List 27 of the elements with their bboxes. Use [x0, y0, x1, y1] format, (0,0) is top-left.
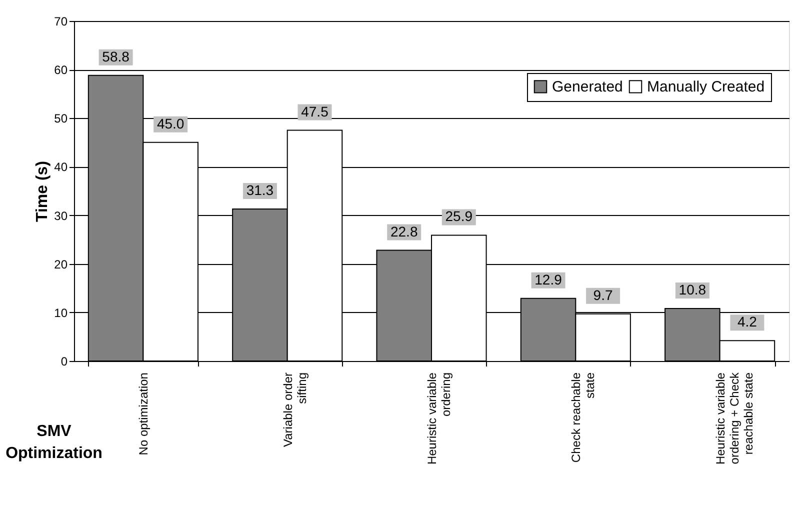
- text: 25.9: [445, 208, 473, 224]
- x-tick-label: Check reachable state: [569, 372, 598, 463]
- text: 10.8: [678, 282, 706, 298]
- text: 9.7: [593, 286, 613, 303]
- y-tick-label: 0: [60, 354, 68, 368]
- text: 58.8: [102, 48, 130, 64]
- y-tick-label: 30: [54, 208, 68, 223]
- x-tick-label: Variable order sifting: [280, 372, 309, 447]
- legend-label: Generated: [552, 78, 623, 96]
- legend-label: Manually Created: [647, 78, 765, 96]
- x-tick-label: No optimization: [136, 372, 151, 456]
- x-tick-label: Heuristic variable ordering + Check reachable state: [713, 372, 756, 465]
- y-axis-title: Time (s): [34, 160, 52, 222]
- x-tick-label: Heuristic variable ordering: [425, 372, 453, 465]
- y-tick-label: 10: [54, 306, 68, 320]
- y-tick-label: 50: [54, 112, 68, 126]
- text: 12.9: [534, 271, 562, 288]
- text: 22.8: [390, 223, 418, 240]
- text: 45.0: [156, 115, 184, 132]
- y-tick-label: 70: [54, 14, 68, 28]
- y-tick-label: 60: [54, 63, 68, 78]
- text: 31.3: [246, 182, 274, 198]
- x-axis-title: SMV Optimization: [6, 423, 102, 462]
- text: 4.2: [737, 314, 757, 330]
- text: 47.5: [301, 103, 328, 120]
- y-tick-label: 20: [54, 257, 68, 272]
- y-tick-label: 40: [54, 160, 68, 174]
